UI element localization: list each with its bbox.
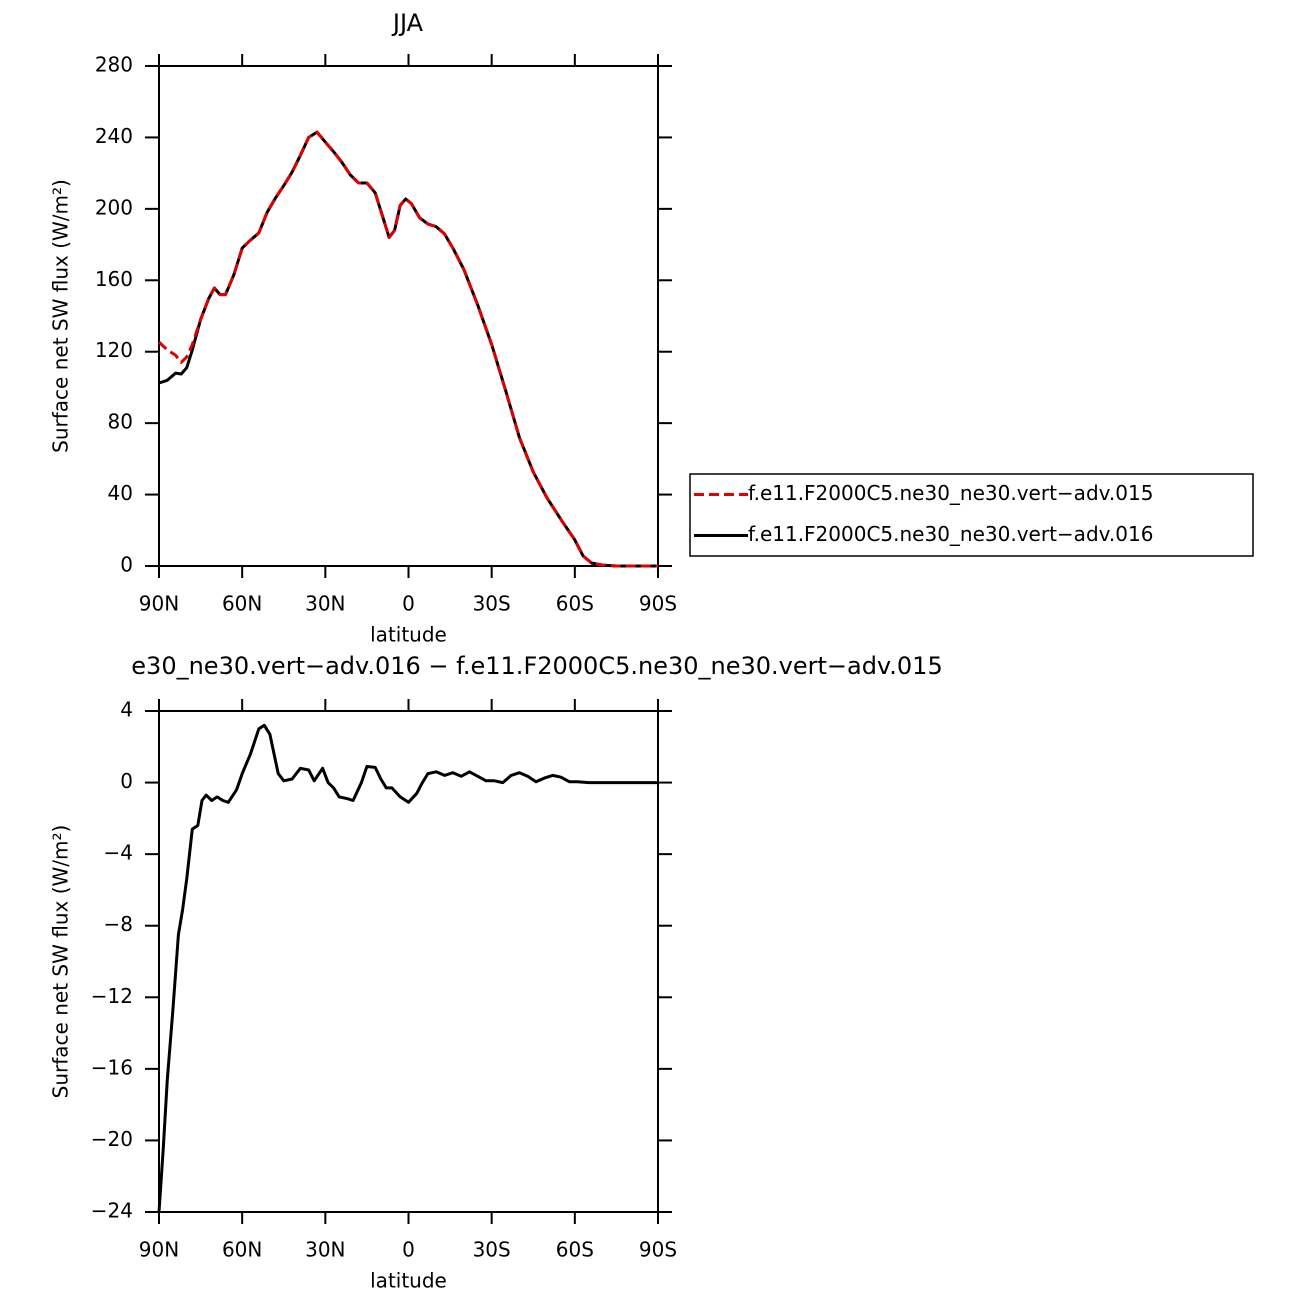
x-tick-label: 60N bbox=[222, 592, 262, 616]
y-tick-label: 280 bbox=[95, 53, 133, 77]
x-axis-label: latitude bbox=[370, 623, 447, 647]
x-tick-label: 90N bbox=[139, 592, 179, 616]
x-tick-label: 60N bbox=[222, 1238, 262, 1262]
x-tick-label: 30N bbox=[305, 592, 345, 616]
plot-frame bbox=[158, 710, 659, 1213]
chart-title: JJA bbox=[391, 9, 424, 37]
x-tick-label: 30S bbox=[473, 1238, 511, 1262]
y-tick-label: 200 bbox=[95, 195, 133, 219]
data-line bbox=[157, 130, 658, 568]
data-line bbox=[157, 723, 658, 1213]
chart-title: e30_ne30.vert−adv.016 − f.e11.F2000C5.ne… bbox=[131, 652, 942, 680]
x-tick-label: 0 bbox=[402, 1238, 415, 1262]
x-axis-label: latitude bbox=[370, 1269, 447, 1293]
y-tick-label: −4 bbox=[104, 841, 133, 865]
y-tick-label: 240 bbox=[95, 124, 133, 148]
x-tick-label: 0 bbox=[402, 592, 415, 616]
y-tick-label: 4 bbox=[120, 698, 133, 722]
x-tick-label: 90S bbox=[639, 592, 677, 616]
y-tick-label: −16 bbox=[91, 1055, 133, 1079]
y-tick-label: 160 bbox=[95, 267, 133, 291]
legend-label: f.e11.F2000C5.ne30_ne30.vert−adv.015 bbox=[748, 481, 1153, 505]
y-tick-label: −20 bbox=[91, 1127, 133, 1151]
x-tick-label: 30N bbox=[305, 1238, 345, 1262]
y-tick-label: 0 bbox=[120, 553, 133, 577]
x-tick-label: 60S bbox=[556, 1238, 594, 1262]
x-tick-label: 90S bbox=[639, 1238, 677, 1262]
plot-frame bbox=[158, 65, 659, 567]
legend-box bbox=[689, 473, 1254, 557]
legend-label: f.e11.F2000C5.ne30_ne30.vert−adv.016 bbox=[748, 522, 1153, 546]
y-tick-label: 80 bbox=[108, 410, 133, 434]
y-tick-label: 40 bbox=[108, 481, 133, 505]
x-tick-label: 60S bbox=[556, 592, 594, 616]
y-axis-label: Surface net SW flux (W/m²) bbox=[49, 825, 73, 1099]
x-tick-label: 30S bbox=[473, 592, 511, 616]
y-tick-label: 0 bbox=[120, 769, 133, 793]
y-tick-label: −24 bbox=[91, 1199, 133, 1223]
x-tick-label: 90N bbox=[139, 1238, 179, 1262]
y-tick-label: −12 bbox=[91, 984, 133, 1008]
y-tick-label: 120 bbox=[95, 338, 133, 362]
y-axis-label: Surface net SW flux (W/m²) bbox=[49, 179, 73, 453]
y-tick-label: −8 bbox=[104, 912, 133, 936]
data-line bbox=[158, 130, 658, 568]
